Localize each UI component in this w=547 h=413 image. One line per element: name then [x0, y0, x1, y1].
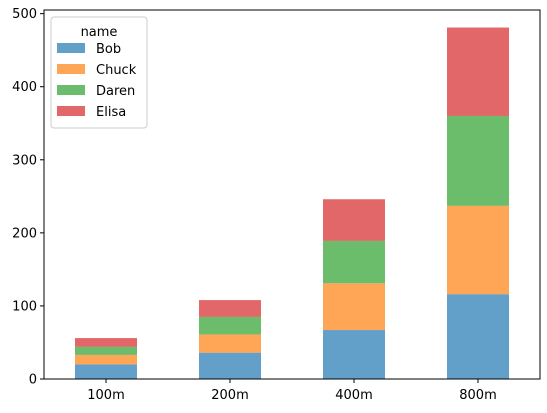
legend: name Bob Chuck Daren Elisa: [50, 16, 148, 129]
x-tick-label: 800m: [459, 388, 496, 403]
bar-chuck-100m: [75, 354, 137, 365]
bar-elisa-200m: [199, 300, 261, 317]
legend-label-daren: Daren: [96, 84, 135, 99]
y-tick-label: 100: [12, 299, 37, 314]
bar-bob-800m: [447, 294, 509, 379]
bar-bob-400m: [323, 330, 385, 379]
y-tick-label: 300: [12, 153, 37, 168]
plot-frame: [43, 9, 541, 380]
legend-swatch-bob: [57, 43, 85, 53]
y-axis: 0 100 200 300 400 500: [12, 7, 44, 388]
y-tick-label: 200: [12, 226, 37, 241]
y-tick-label: 400: [12, 80, 37, 95]
bar-chuck-200m: [199, 334, 261, 353]
bars-group: [75, 27, 509, 379]
legend-swatch-daren: [57, 85, 85, 95]
legend-title: name: [81, 25, 118, 40]
x-tick-label: 200m: [211, 388, 248, 403]
y-tick-label: 0: [29, 373, 37, 388]
bar-bob-200m: [199, 352, 261, 379]
bar-daren-800m: [447, 115, 509, 206]
bar-elisa-400m: [323, 199, 385, 241]
legend-label-chuck: Chuck: [96, 63, 137, 78]
x-tick-label: 400m: [335, 388, 372, 403]
y-tick-label: 500: [12, 7, 37, 22]
x-axis: 100m 200m 400m 800m: [87, 379, 497, 403]
bar-elisa-800m: [447, 27, 509, 116]
bar-chuck-800m: [447, 205, 509, 295]
bar-daren-200m: [199, 316, 261, 335]
legend-swatch-chuck: [57, 64, 85, 74]
bar-daren-100m: [75, 346, 137, 355]
x-tick-label: 100m: [87, 388, 124, 403]
legend-label-elisa: Elisa: [96, 105, 126, 120]
bar-bob-100m: [75, 364, 137, 379]
legend-swatch-elisa: [57, 106, 85, 116]
bar-chuck-400m: [323, 283, 385, 331]
bar-elisa-100m: [75, 338, 137, 347]
bar-daren-400m: [323, 240, 385, 284]
legend-label-bob: Bob: [96, 42, 121, 57]
